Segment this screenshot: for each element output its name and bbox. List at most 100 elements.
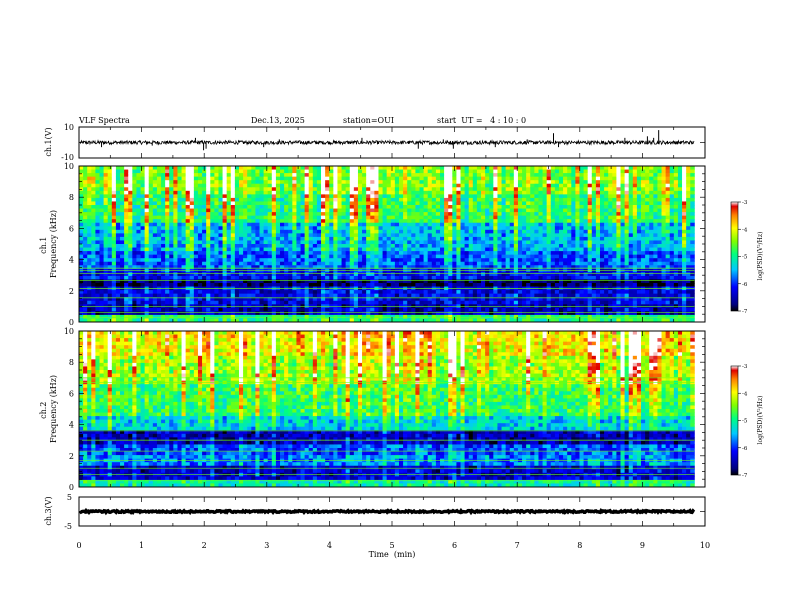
- ch1-spec-cell: [333, 244, 338, 248]
- ch1-spec-cell: [99, 187, 105, 192]
- ch1-spec-cell: [312, 194, 318, 199]
- ch1-spec-cell: [370, 279, 375, 284]
- ch1-spec-cell: [148, 297, 154, 302]
- ch1-spec-cell: [271, 275, 277, 280]
- ch1-spec-cell: [452, 194, 457, 199]
- ch1-spec-cell: [300, 173, 306, 178]
- ch1-spec-cell: [374, 205, 379, 209]
- ch1-spec-cell: [214, 311, 219, 316]
- ch1-spec-cell: [284, 297, 289, 302]
- ch1-spec-cell: [472, 194, 478, 199]
- ch1-spec-cell: [197, 190, 203, 195]
- ch1-spec-cell: [444, 307, 449, 312]
- ch1-spec-cell: [206, 183, 211, 188]
- ch1-spec-cell: [218, 201, 223, 206]
- ch1-spec-cell: [349, 205, 355, 209]
- ch1-spec-cell: [234, 272, 240, 277]
- ch1-spec-cell: [452, 229, 457, 234]
- ch1-spec-cell: [472, 261, 478, 266]
- ch1-spec-cell: [189, 247, 195, 252]
- ch1-spec-cell: [341, 201, 347, 206]
- ch1-spec-cell: [411, 180, 416, 185]
- ch1-spec-cell: [407, 183, 412, 188]
- ch1-spec-cell: [292, 233, 297, 238]
- ch1-spec-cell: [95, 261, 100, 266]
- ch1-spec-cell: [115, 318, 121, 323]
- ch1-spec-cell: [522, 290, 527, 295]
- ch1-spec-cell: [181, 190, 187, 195]
- ch1-spec-cell: [132, 258, 137, 263]
- ch1-spec-cell: [300, 183, 306, 188]
- ch1-spec-cell: [497, 233, 502, 238]
- ch1-spec-cell: [378, 208, 383, 213]
- ch1-spec-cell: [107, 222, 113, 227]
- ch1-spec-cell: [329, 222, 334, 227]
- ch1-spec-cell: [526, 215, 531, 220]
- ch1-spec-cell: [333, 229, 338, 234]
- ch1-spec-cell: [444, 275, 449, 280]
- ch1-spec-cell: [394, 229, 400, 234]
- ch1-spec-cell: [115, 190, 121, 195]
- ch1-spec-cell: [522, 219, 527, 224]
- ch1-spec-cell: [427, 279, 433, 284]
- ch1-spec-cell: [161, 258, 166, 263]
- ch1-spec-cell: [489, 222, 494, 227]
- ch1-spec-cell: [321, 275, 326, 280]
- ch1-spec-cell: [308, 240, 314, 245]
- ch1-spec-cell: [509, 279, 515, 284]
- ch1-spec-cell: [325, 272, 330, 277]
- ch1-spec-cell: [234, 293, 240, 298]
- ch1-spec-cell: [185, 265, 191, 270]
- ch1-spec-cell: [407, 173, 412, 178]
- ch1-spec-cell: [234, 187, 240, 192]
- ch1-spec-cell: [99, 197, 105, 202]
- ch1-spec-cell: [378, 283, 383, 287]
- ch1-spec-cell: [132, 212, 137, 217]
- ch1-spec-cell: [505, 194, 511, 199]
- ch1-spec-cell: [210, 307, 215, 312]
- ch1-spec-cell: [513, 261, 519, 266]
- ch1-spec-cell: [489, 318, 494, 323]
- ch1-spec-cell: [517, 275, 523, 280]
- ch1-spec-cell: [497, 222, 502, 227]
- ch1-spec-cell: [169, 279, 174, 284]
- ch1-spec-cell: [460, 293, 466, 298]
- ch1-spec-cell: [345, 244, 351, 248]
- ch1-spec-cell: [169, 180, 174, 185]
- ch1-spec-cell: [214, 229, 219, 234]
- ch1-spec-cell: [493, 226, 498, 231]
- ch1-spec-cell: [165, 176, 170, 181]
- ch1-spec-cell: [497, 300, 502, 305]
- ch1-spec-cell: [95, 226, 100, 231]
- ch1-spec-cell: [398, 290, 404, 295]
- ch1-spec-cell: [99, 265, 105, 270]
- ch1-spec-cell: [91, 194, 96, 199]
- ch1-spec-cell: [140, 275, 146, 280]
- ch1-spec-cell: [329, 226, 334, 231]
- ch1-spec-cell: [234, 194, 240, 199]
- ch1-spec-cell: [107, 258, 113, 263]
- ch1-spec-cell: [177, 219, 182, 224]
- ch1-spec-cell: [534, 226, 539, 231]
- ch1-spec-cell: [374, 297, 379, 302]
- ch1-spec-cell: [132, 275, 137, 280]
- ch1-spec-cell: [124, 208, 129, 213]
- ch1-spec-cell: [321, 194, 326, 199]
- ch1-spec-cell: [148, 293, 154, 298]
- ch1-spec-cell: [300, 229, 306, 234]
- ch1-spec-cell: [83, 240, 88, 245]
- ch1-spec-cell: [296, 215, 301, 220]
- ch1-spec-cell: [411, 258, 416, 263]
- ch1-spec-cell: [173, 261, 178, 266]
- ch1-spec-cell: [522, 236, 527, 241]
- ch1-spec-cell: [366, 180, 371, 185]
- ch1-spec-cell: [312, 293, 318, 298]
- ch1-spec-cell: [152, 222, 158, 227]
- ch1-spec-cell: [280, 180, 285, 185]
- ch1-spec-cell: [390, 194, 396, 199]
- ch1-spec-cell: [230, 226, 236, 231]
- ch1-spec-cell: [247, 187, 252, 192]
- ch1-spec-cell: [362, 297, 367, 302]
- ch1-spec-cell: [440, 314, 445, 319]
- ch1-spec-cell: [87, 215, 92, 220]
